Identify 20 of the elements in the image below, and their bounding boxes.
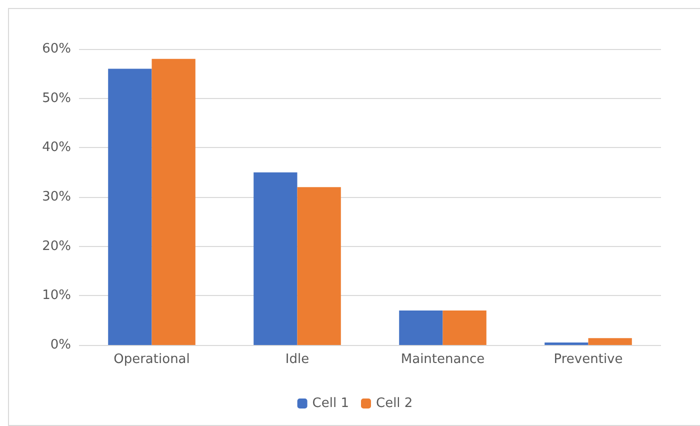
y-tick-label: 40% xyxy=(42,140,71,156)
bar xyxy=(254,172,298,345)
bar xyxy=(297,187,341,345)
y-tick-label: 30% xyxy=(42,190,71,204)
y-tick-label: 60% xyxy=(42,42,71,56)
bar xyxy=(442,310,486,345)
x-tick-label: Preventive xyxy=(554,352,623,367)
bar xyxy=(399,310,443,345)
bar xyxy=(108,68,152,345)
y-tick-label: 50% xyxy=(42,90,71,106)
bar xyxy=(152,58,196,345)
y-tick-label: 0% xyxy=(50,338,71,352)
y-tick-label: 20% xyxy=(42,238,71,254)
x-tick-label: Operational xyxy=(114,352,190,367)
legend-label: Cell 1 xyxy=(312,396,349,411)
x-tick-label: Maintenance xyxy=(400,352,485,367)
bar xyxy=(588,338,632,345)
x-tick-label: Idle xyxy=(285,352,310,367)
y-tick-label: 10% xyxy=(42,288,71,304)
legend-label: Cell 2 xyxy=(376,396,413,411)
